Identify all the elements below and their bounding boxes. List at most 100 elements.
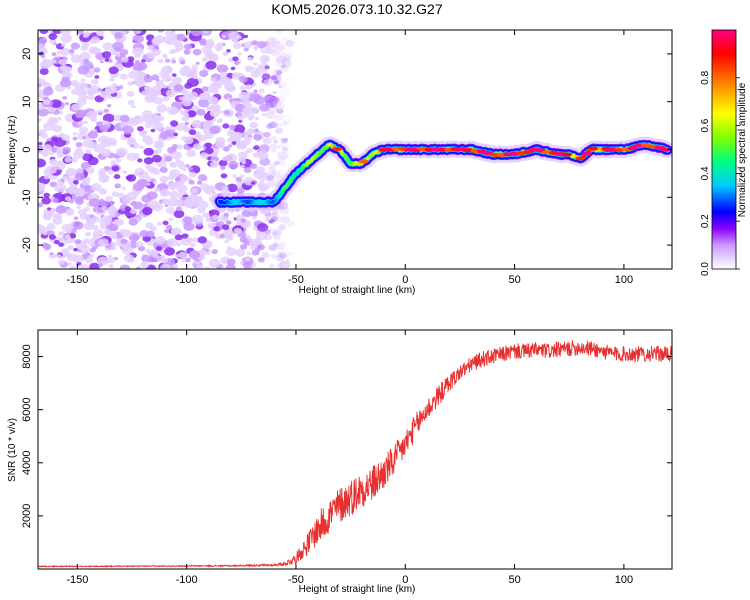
noise-speckle [110,241,117,246]
noise-speckle [146,51,156,59]
noise-speckle [165,207,176,214]
noise-speckle [260,183,271,191]
noise-speckle [196,108,206,116]
noise-speckle [108,211,116,217]
noise-speckle [173,132,178,137]
noise-speckle [243,47,249,52]
noise-speckle [101,215,113,224]
noise-speckle [52,30,63,34]
noise-speckle [249,163,258,169]
noise-speckle [275,254,285,262]
noise-speckle [277,85,282,89]
noise-speckle [278,261,291,269]
noise-speckle [279,206,290,215]
noise-speckle [263,95,276,105]
noise-speckle [38,103,45,110]
noise-speckle [282,52,293,60]
colorbar: 0.0 0.2 0.4 0.6 0.8 Normalized spectral ampl… [700,29,748,276]
noise-speckle [92,225,99,231]
noise-speckle [211,191,217,196]
noise-speckle [219,110,224,114]
noise-speckle [280,38,292,47]
noise-speckle [198,174,207,181]
noise-speckle [226,131,233,136]
noise-speckle [207,38,214,44]
noise-speckle [236,187,245,194]
noise-speckle [194,120,201,126]
noise-speckle [60,78,72,88]
noise-speckle [202,30,210,34]
noise-speckle [65,196,72,202]
noise-speckle [272,231,277,236]
noise-speckle [177,162,186,170]
noise-speckle [105,195,113,202]
noise-speckle [276,252,284,258]
noise-speckle [228,31,240,41]
noise-speckle [60,47,71,56]
noise-speckle [51,52,57,56]
snr-x-axis: -150 -100 -50 0 50 100 [66,330,633,586]
noise-speckle [159,70,170,78]
noise-speckle [102,42,113,51]
noise-speckle [279,161,287,167]
noise-speckle [258,88,265,93]
noise-speckle [51,59,57,64]
noise-speckle [174,177,181,182]
noise-speckle [73,150,84,159]
noise-speckle [137,126,144,132]
noise-speckle [232,42,242,50]
spectrogram-x-label: Height of straight line (km) [299,285,416,296]
noise-speckle [109,77,115,82]
noise-speckle [259,149,267,155]
noise-speckle [38,202,44,208]
noise-speckle [75,142,83,148]
noise-speckle [107,104,112,108]
noise-speckle [85,166,95,174]
noise-speckle [200,152,209,159]
noise-speckle [165,89,176,98]
noise-speckle [271,210,279,216]
noise-speckle [141,59,146,63]
noise-speckle [163,55,168,59]
noise-speckle [184,43,193,50]
noise-speckle [280,64,286,69]
noise-speckle [68,48,75,54]
noise-speckle [242,261,252,269]
noise-speckle [191,214,204,224]
noise-speckle [271,170,281,178]
x-tick-label: 0 [402,274,408,286]
noise-speckle [128,218,138,226]
noise-speckle [278,82,286,89]
noise-speckle [81,179,90,186]
noise-speckle [93,67,101,73]
noise-speckle [136,82,143,88]
noise-speckle [189,243,196,248]
noise-speckle [188,179,195,185]
noise-speckle [210,77,217,83]
noise-speckle [113,174,121,180]
noise-speckle [234,61,240,66]
noise-speckle [184,112,190,117]
noise-speckle [164,129,176,138]
x-tick-label: 50 [508,574,520,586]
colorbar-gradient [711,29,737,270]
noise-speckle [102,178,108,183]
noise-speckle [162,220,169,226]
noise-speckle [43,174,50,180]
noise-speckle [181,196,186,201]
noise-speckle [65,167,77,177]
noise-speckle [173,84,184,92]
noise-speckle [112,83,118,88]
noise-speckle [221,34,226,38]
noise-speckle [222,51,229,57]
noise-speckle [47,207,52,211]
noise-speckle [38,144,44,153]
noise-speckle [287,152,293,158]
noise-speckle [86,110,98,120]
noise-speckle [98,112,103,116]
noise-speckle [219,165,226,170]
noise-speckle [270,75,278,81]
noise-speckle [101,51,112,59]
noise-speckle [135,241,144,248]
noise-speckle [195,61,200,65]
